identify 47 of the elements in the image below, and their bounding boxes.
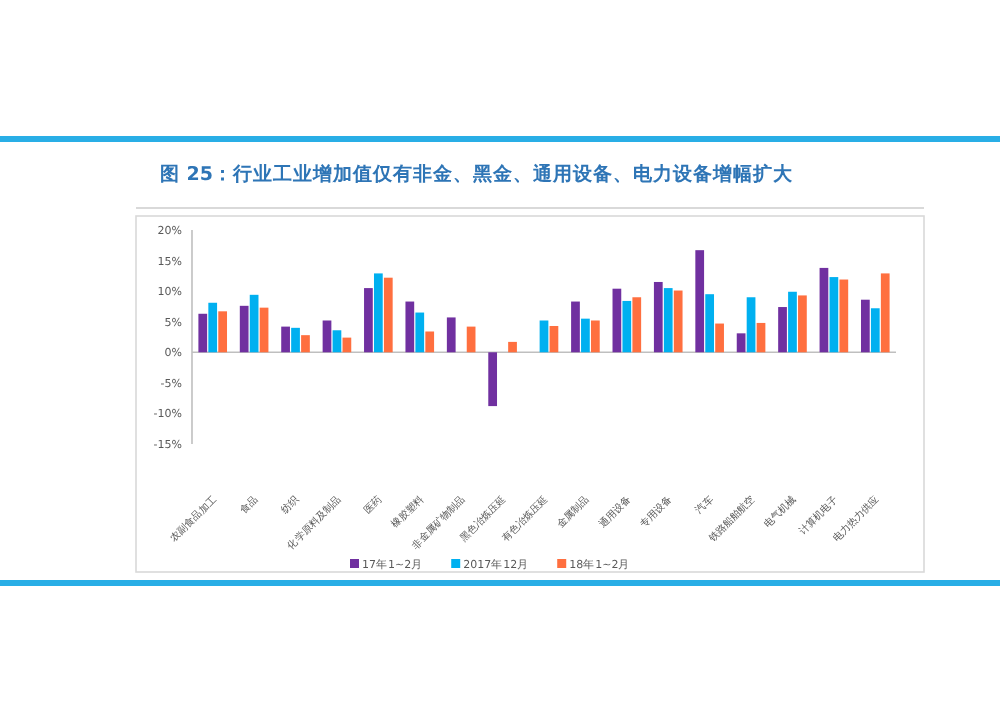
bar bbox=[405, 301, 415, 353]
bar bbox=[798, 295, 807, 353]
bar bbox=[259, 307, 269, 353]
bar bbox=[673, 290, 683, 353]
chart-title: 图 25：行业工业增加值仅有非金、黑金、通用设备、电力设备增幅扩大 bbox=[160, 162, 796, 186]
bar bbox=[829, 277, 839, 353]
bar bbox=[778, 307, 787, 353]
bar bbox=[819, 267, 829, 353]
bar bbox=[218, 311, 228, 353]
bar bbox=[746, 297, 756, 353]
bar bbox=[539, 320, 549, 353]
bar bbox=[632, 297, 642, 353]
bar bbox=[705, 294, 715, 353]
bar bbox=[663, 288, 673, 353]
bar bbox=[695, 250, 705, 353]
bar bbox=[291, 327, 300, 353]
bar bbox=[488, 352, 498, 407]
bar bbox=[571, 301, 580, 353]
bar bbox=[446, 317, 456, 353]
bar bbox=[208, 302, 218, 353]
bar bbox=[880, 273, 890, 353]
bar bbox=[301, 335, 310, 353]
bar bbox=[715, 323, 724, 353]
bar bbox=[549, 325, 559, 353]
bar bbox=[249, 294, 259, 353]
bar bbox=[581, 318, 590, 353]
bar bbox=[622, 300, 632, 353]
bar bbox=[332, 330, 342, 353]
bar bbox=[653, 281, 663, 353]
bar bbox=[415, 312, 425, 353]
bar bbox=[198, 313, 208, 353]
bar bbox=[860, 299, 870, 353]
bar bbox=[239, 305, 249, 353]
bar bbox=[736, 333, 746, 353]
bar bbox=[788, 291, 797, 353]
bar bbox=[281, 326, 290, 353]
bar bbox=[383, 277, 393, 353]
bar bbox=[322, 320, 332, 353]
bar bbox=[756, 322, 766, 353]
bar bbox=[364, 288, 373, 353]
bar bbox=[373, 273, 383, 353]
bar bbox=[508, 341, 517, 353]
bar bbox=[590, 320, 600, 353]
bar bbox=[425, 331, 435, 353]
bar bbox=[870, 308, 880, 353]
bar bbox=[839, 279, 849, 353]
bar bbox=[612, 288, 622, 353]
